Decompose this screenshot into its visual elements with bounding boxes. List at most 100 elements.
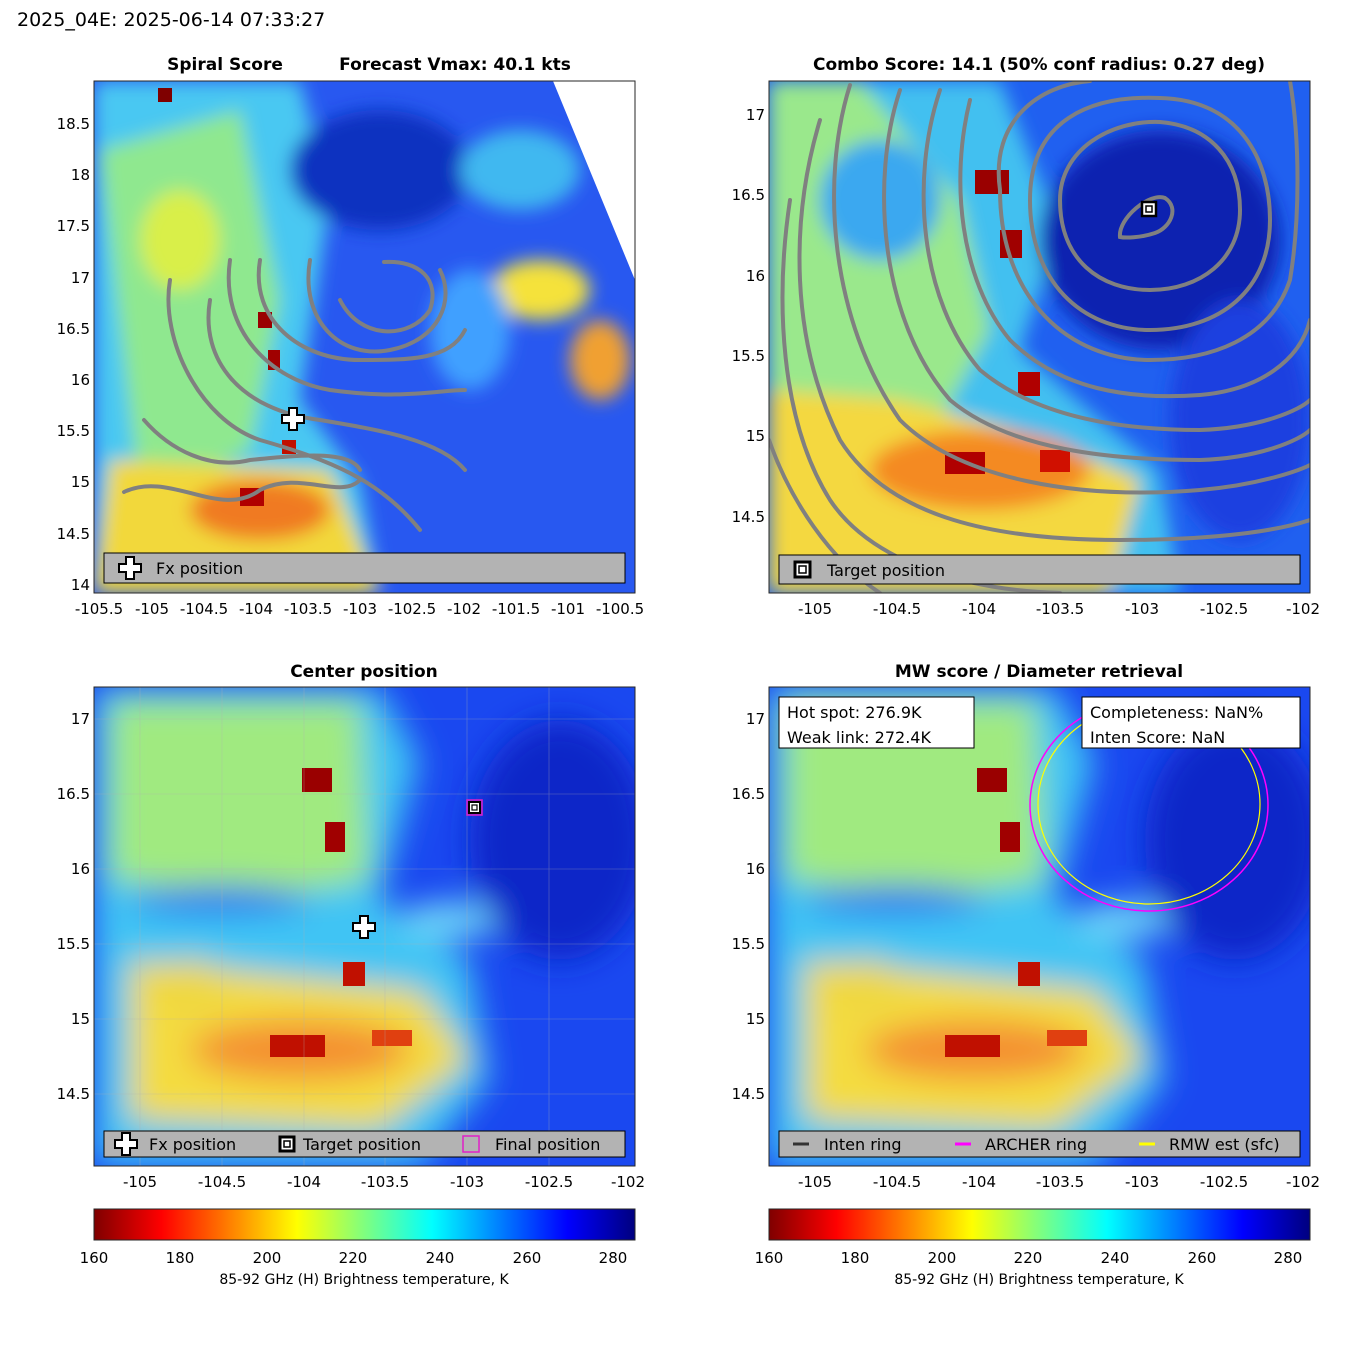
panel-mw-score: MW score / Diameter retrieval <box>732 662 1320 1191</box>
mw-legend-archer: ARCHER ring <box>985 1135 1087 1154</box>
colorbar-tick: 160 <box>80 1249 109 1267</box>
y-tick-label: 16.5 <box>732 186 765 204</box>
inten-score-text: Inten Score: NaN <box>1090 728 1225 747</box>
mw-legend-inten: Inten ring <box>824 1135 902 1154</box>
y-tick-label: 17 <box>71 710 90 728</box>
y-tick-label: 15.5 <box>732 935 765 953</box>
x-tick-label: -104.5 <box>180 600 228 618</box>
y-tick-label: 17 <box>746 710 765 728</box>
spiral-legend-fx: Fx position <box>156 559 243 578</box>
colorbar-tick: 180 <box>166 1249 195 1267</box>
final-position-marker <box>466 799 483 816</box>
y-tick-label: 17 <box>746 106 765 124</box>
y-tick-label: 14.5 <box>732 1085 765 1103</box>
combo-axes: -105 -104.5 -104 -103.5 -103 -102.5 -102… <box>732 106 1320 618</box>
colorbar-tick: 260 <box>1188 1249 1217 1267</box>
y-tick-label: 16.5 <box>57 785 90 803</box>
colorbar-tick: 200 <box>253 1249 282 1267</box>
x-tick-label: -104.5 <box>198 1173 246 1191</box>
combo-legend-target: Target position <box>826 561 945 580</box>
spiral-vmax-title: Forecast Vmax: 40.1 kts <box>339 55 571 75</box>
center-legend: Fx position Target position Final positi… <box>103 1130 626 1158</box>
combo-legend: Target position <box>778 554 1301 585</box>
colorbar-tick: 180 <box>841 1249 870 1267</box>
x-tick-label: -102.5 <box>1200 600 1248 618</box>
fx-position-marker <box>281 407 305 431</box>
combo-heatmap: Target position <box>769 81 1310 593</box>
center-grid <box>94 687 635 1166</box>
colorbar-gradient <box>768 1208 1311 1241</box>
x-tick-label: -103.5 <box>284 600 332 618</box>
y-tick-label: 15 <box>71 473 90 491</box>
y-tick-label: 14 <box>71 576 90 594</box>
x-tick-label: -103 <box>1125 1173 1159 1191</box>
x-tick-label: -103 <box>1125 600 1159 618</box>
mw-legend-rmw: RMW est (sfc) <box>1169 1135 1280 1154</box>
center-legend-target: Target position <box>302 1135 421 1154</box>
x-tick-label: -102.5 <box>1200 1173 1248 1191</box>
colorbar-tick: 220 <box>1014 1249 1043 1267</box>
hot-spot-text: Hot spot: 276.9K <box>787 703 922 722</box>
panel-spiral-score: Spiral Score Forecast Vmax: 40.1 kts <box>57 55 645 618</box>
spiral-heatmap: Fx position <box>94 81 635 593</box>
x-tick-label: -104.5 <box>873 1173 921 1191</box>
x-tick-label: -103 <box>343 600 377 618</box>
x-tick-label: -102 <box>1286 1173 1320 1191</box>
x-tick-label: -102 <box>1286 600 1320 618</box>
center-heatmap: Fx position Target position Final positi… <box>94 687 635 1166</box>
x-tick-label: -101.5 <box>492 600 540 618</box>
x-tick-label: -102.5 <box>525 1173 573 1191</box>
target-position-marker <box>1140 200 1158 218</box>
y-tick-label: 14.5 <box>57 1085 90 1103</box>
mw-heatmap: Hot spot: 276.9K Weak link: 272.4K Compl… <box>769 687 1310 1166</box>
y-tick-label: 15.5 <box>732 347 765 365</box>
colorbar-tick: 160 <box>755 1249 784 1267</box>
target-legend-icon <box>793 560 812 579</box>
mw-axes: -105 -104.5 -104 -103.5 -103 -102.5 -102… <box>732 710 1320 1191</box>
y-tick-label: 15.5 <box>57 422 90 440</box>
colorbar-tick: 260 <box>513 1249 542 1267</box>
panel-combo-score: Combo Score: 14.1 (50% conf radius: 0.27… <box>732 55 1320 618</box>
x-tick-label: -101 <box>551 600 585 618</box>
y-tick-label: 15 <box>746 1010 765 1028</box>
x-tick-label: -102 <box>611 1173 645 1191</box>
fx-position-marker <box>352 915 376 939</box>
y-tick-label: 14.5 <box>57 525 90 543</box>
x-tick-label: -105 <box>798 1173 832 1191</box>
weak-link-text: Weak link: 272.4K <box>787 728 931 747</box>
x-tick-label: -104 <box>287 1173 321 1191</box>
y-tick-label: 18 <box>71 166 90 184</box>
figure-supertitle: 2025_04E: 2025-06-14 07:33:27 <box>17 9 325 31</box>
center-legend-final: Final position <box>495 1135 600 1154</box>
fx-legend-icon <box>118 556 142 580</box>
mw-legend: Inten ring ARCHER ring RMW est (sfc) <box>778 1130 1301 1158</box>
y-tick-label: 17 <box>71 269 90 287</box>
mw-title: MW score / Diameter retrieval <box>895 662 1183 682</box>
spiral-axes: -105.5 -105 -104.5 -104 -103.5 -103 -102… <box>57 115 645 618</box>
colorbar-label: 85-92 GHz (H) Brightness temperature, K <box>894 1272 1184 1288</box>
colorbar-tick: 240 <box>1101 1249 1130 1267</box>
y-tick-label: 15 <box>71 1010 90 1028</box>
fx-legend-icon <box>114 1132 138 1156</box>
colorbar-tick: 240 <box>426 1249 455 1267</box>
x-tick-label: -104 <box>962 600 996 618</box>
x-tick-label: -103.5 <box>1036 1173 1084 1191</box>
y-tick-label: 16.5 <box>732 785 765 803</box>
mw-info-right: Completeness: NaN% Inten Score: NaN <box>1081 696 1301 749</box>
y-tick-label: 15.5 <box>57 935 90 953</box>
final-legend-icon <box>462 1135 480 1153</box>
target-legend-icon <box>278 1135 296 1153</box>
x-tick-label: -104 <box>239 600 273 618</box>
y-tick-label: 16 <box>71 860 90 878</box>
colorbar-tick: 220 <box>339 1249 368 1267</box>
mw-info-left: Hot spot: 276.9K Weak link: 272.4K <box>778 696 975 749</box>
y-tick-label: 18.5 <box>57 115 90 133</box>
x-tick-label: -100.5 <box>596 600 644 618</box>
x-tick-label: -105 <box>135 600 169 618</box>
x-tick-label: -105 <box>798 600 832 618</box>
colorbar-left: 160 180 200 220 240 260 280 85-92 GHz (H… <box>80 1208 636 1288</box>
x-tick-label: -103.5 <box>1036 600 1084 618</box>
y-tick-label: 17.5 <box>57 217 90 235</box>
